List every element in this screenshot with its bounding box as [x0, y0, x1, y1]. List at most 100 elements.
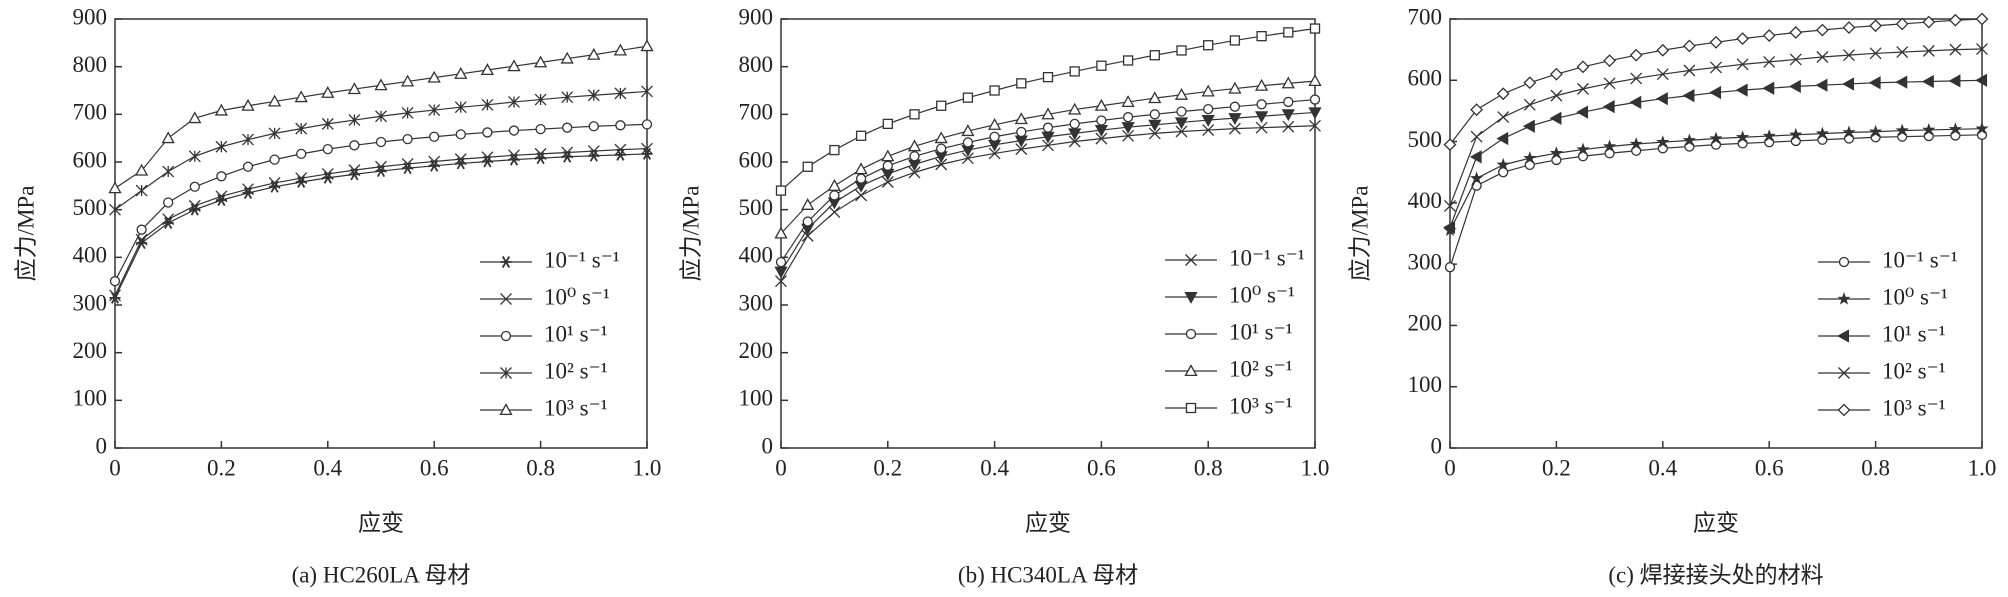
marker: [1228, 81, 1242, 94]
marker: [802, 216, 813, 227]
marker: [1895, 17, 1909, 31]
marker: [588, 121, 599, 132]
marker: [1202, 124, 1215, 137]
marker: [1185, 402, 1197, 414]
x-tick-label: 0.8: [1861, 455, 1890, 480]
y-tick-label: 600: [73, 147, 108, 172]
marker: [1148, 119, 1162, 132]
marker: [1816, 51, 1829, 63]
marker: [500, 367, 512, 379]
marker: [1656, 135, 1670, 148]
marker: [321, 167, 334, 180]
marker: [1975, 73, 1988, 87]
marker: [1042, 122, 1054, 133]
marker: [1709, 131, 1723, 145]
marker: [1921, 74, 1934, 89]
marker: [215, 190, 228, 203]
marker: [454, 101, 467, 114]
marker: [533, 55, 548, 68]
marker: [162, 165, 175, 178]
marker: [829, 144, 840, 156]
marker: [640, 39, 654, 52]
legend-label: 10¹ s⁻¹: [1882, 321, 1946, 346]
marker: [1176, 45, 1187, 56]
marker: [1549, 146, 1563, 159]
marker: [641, 119, 653, 130]
marker: [242, 183, 254, 196]
marker: [907, 139, 922, 152]
marker: [1498, 167, 1509, 178]
marker: [909, 151, 920, 162]
legend-label: 10³ s⁻¹: [544, 395, 608, 420]
marker: [1185, 254, 1197, 266]
y-tick-label: 100: [1408, 372, 1443, 397]
marker: [375, 110, 387, 123]
marker: [429, 131, 440, 142]
marker: [1309, 94, 1321, 105]
marker: [1496, 131, 1509, 146]
marker: [1283, 27, 1294, 38]
marker: [1254, 111, 1269, 124]
marker: [881, 149, 895, 162]
marker: [267, 94, 282, 107]
marker: [562, 122, 573, 133]
marker: [1709, 85, 1722, 100]
marker: [1838, 256, 1850, 268]
marker: [374, 78, 388, 91]
marker: [614, 87, 627, 100]
marker: [909, 109, 920, 120]
marker: [1281, 76, 1295, 89]
marker: [561, 146, 574, 159]
y-tick-label: 600: [739, 147, 774, 172]
marker: [1256, 99, 1267, 110]
marker: [1016, 126, 1027, 138]
marker: [1837, 403, 1851, 417]
marker: [242, 133, 254, 146]
x-tick-label: 1.0: [1968, 455, 1997, 480]
y-tick-label: 300: [739, 290, 774, 315]
marker: [108, 181, 122, 194]
marker: [349, 140, 360, 151]
x-tick-label: 0: [1444, 455, 1456, 480]
marker: [1184, 291, 1198, 304]
marker: [587, 89, 600, 102]
marker: [1229, 101, 1241, 112]
marker: [1683, 64, 1696, 77]
marker: [561, 91, 574, 104]
marker: [588, 149, 600, 162]
marker: [321, 86, 335, 98]
legend-label: 10⁰ s⁻¹: [544, 284, 610, 309]
marker: [268, 177, 281, 189]
marker: [1736, 32, 1750, 46]
marker: [1815, 78, 1828, 92]
marker: [402, 133, 413, 145]
marker: [1444, 199, 1456, 212]
marker: [454, 153, 467, 166]
series-line: [114, 90, 648, 211]
marker: [1922, 44, 1935, 57]
marker: [508, 95, 520, 108]
marker: [348, 164, 361, 177]
marker: [1976, 43, 1988, 55]
marker: [1094, 98, 1109, 111]
plot-frame: [114, 18, 648, 449]
x-tick-label: 0: [109, 455, 121, 480]
marker: [499, 403, 513, 416]
y-tick-label: 900: [73, 4, 108, 29]
y-tick-label: 100: [73, 386, 108, 411]
marker: [295, 172, 308, 185]
marker: [1121, 122, 1135, 135]
y-axis-label: 应力/MPa: [678, 186, 703, 282]
x-tick-label: 0.4: [980, 455, 1009, 480]
marker: [1069, 66, 1080, 77]
marker: [480, 63, 495, 76]
marker: [1837, 292, 1851, 305]
y-axis-label: 应力/MPa: [13, 186, 38, 282]
marker: [1603, 77, 1616, 90]
legend-label: 10² s⁻¹: [544, 358, 608, 383]
marker: [508, 149, 520, 162]
legend-label: 10¹ s⁻¹: [544, 321, 608, 346]
marker: [1497, 111, 1510, 124]
marker: [961, 124, 975, 137]
marker: [1682, 39, 1696, 53]
